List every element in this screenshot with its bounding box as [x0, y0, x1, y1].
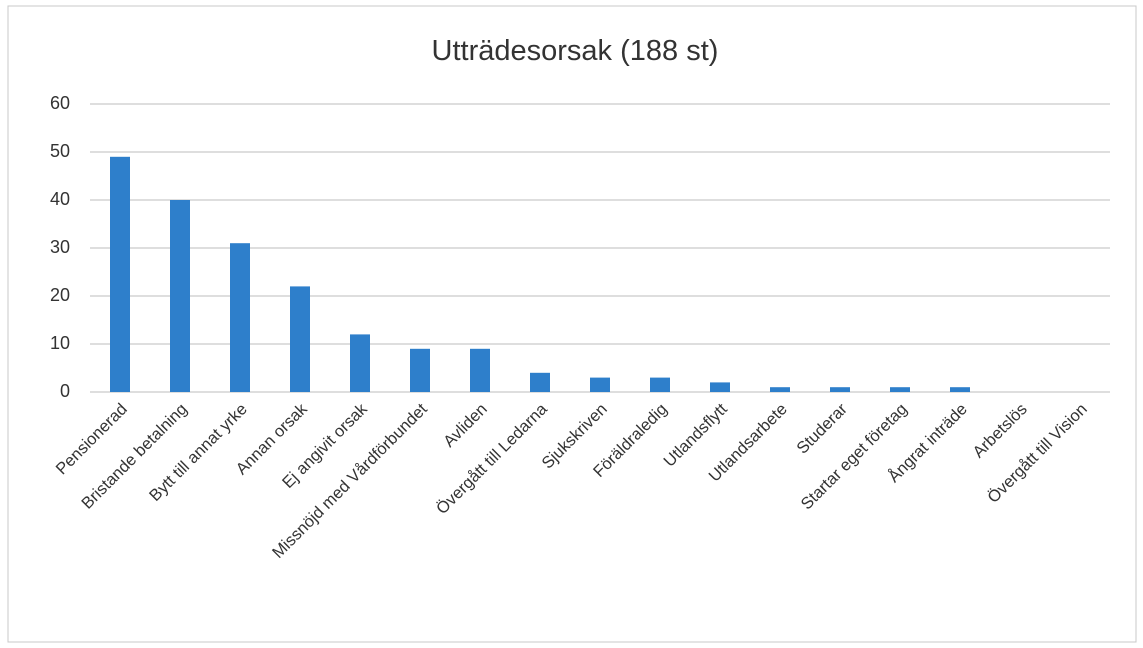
chart-title: Utträdesorsak (188 st): [432, 35, 719, 67]
bar: [650, 377, 670, 392]
bar: [530, 372, 550, 392]
y-tick-label: 50: [50, 141, 70, 161]
x-tick-label: Arbetslös: [969, 400, 1030, 461]
bar: [290, 286, 310, 392]
y-tick-label: 20: [50, 285, 70, 305]
y-tick-label: 60: [50, 93, 70, 113]
y-tick-label: 30: [50, 237, 70, 257]
bar: [350, 334, 370, 392]
bar: [830, 387, 850, 392]
bar: [410, 348, 430, 392]
y-tick-label: 0: [60, 381, 70, 401]
bar: [170, 200, 190, 392]
bar: [770, 387, 790, 392]
y-tick-label: 40: [50, 189, 70, 209]
y-tick-label: 10: [50, 333, 70, 353]
bar: [110, 156, 130, 392]
bar: [950, 387, 970, 392]
x-tick-label: Avliden: [440, 400, 491, 451]
x-tick-label: Startar eget företag: [798, 400, 911, 513]
chart-border: [7, 5, 1137, 643]
bar: [590, 377, 610, 392]
bar: [710, 382, 730, 392]
x-tick-label: Bristande betalning: [78, 400, 191, 513]
bar: [230, 243, 250, 392]
x-tick-label: Övergått till Vision: [984, 400, 1091, 507]
bar: [890, 387, 910, 392]
x-tick-label: Övergått till Ledarna: [433, 400, 551, 518]
x-tick-label: Studerar: [793, 400, 851, 458]
bar: [470, 348, 490, 392]
